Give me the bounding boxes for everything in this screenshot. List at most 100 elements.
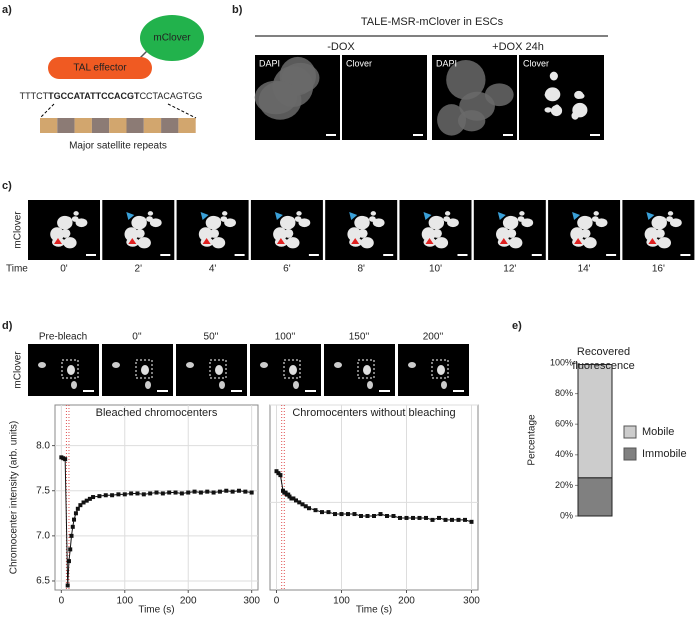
y-tick-label: 0% <box>560 510 573 520</box>
time-tick: 8' <box>357 264 365 275</box>
legend-swatch <box>623 425 637 439</box>
condition-label: -DOX <box>327 41 355 53</box>
blob <box>506 228 517 238</box>
fluorophore-label: mClover <box>153 33 191 44</box>
micrograph <box>176 344 247 396</box>
blob <box>554 104 560 109</box>
data-point <box>346 512 350 517</box>
data-point <box>160 491 165 496</box>
blob <box>544 107 552 113</box>
blob <box>369 216 376 222</box>
roi <box>209 359 227 379</box>
channel-label: Clover <box>346 58 372 68</box>
bar-segment <box>577 364 613 479</box>
arrowhead <box>499 238 508 244</box>
data-point <box>129 491 134 496</box>
blob <box>484 83 514 107</box>
blob <box>75 218 88 228</box>
micrograph <box>519 55 604 140</box>
blob <box>370 211 377 216</box>
micrograph <box>250 344 321 396</box>
y-tick-label: 40% <box>555 449 573 459</box>
blob <box>67 365 75 375</box>
arrowhead <box>128 238 137 244</box>
y-tick-label: 60% <box>555 419 573 429</box>
blob <box>657 216 667 227</box>
channel-label: Clover <box>523 58 549 68</box>
data-point <box>378 512 383 517</box>
y-tick-label: 80% <box>555 388 573 398</box>
time-label: Time <box>6 264 28 275</box>
data-point <box>398 515 402 520</box>
data-point <box>78 503 83 508</box>
time-tick: 2' <box>135 264 143 275</box>
micrograph <box>398 344 469 396</box>
micrograph <box>342 55 427 140</box>
blob <box>258 81 302 120</box>
time-tick: 0' <box>60 264 68 275</box>
data-point <box>307 506 311 511</box>
x-tick-label: 300 <box>243 596 260 607</box>
plot-area <box>54 404 259 591</box>
effector-shape <box>48 57 152 79</box>
blob <box>286 237 300 249</box>
blob <box>73 211 79 216</box>
blob <box>298 218 311 228</box>
panel-label: b) <box>232 4 243 16</box>
blob <box>519 211 525 216</box>
arrowhead <box>646 212 655 220</box>
data-point <box>326 510 331 515</box>
data-point <box>365 514 370 518</box>
blob <box>360 237 374 249</box>
blob <box>334 362 342 368</box>
arrowhead <box>54 238 62 244</box>
blob <box>509 237 523 249</box>
blob <box>508 216 519 227</box>
panel-label: c) <box>2 180 12 192</box>
data-point <box>70 524 75 529</box>
data-point <box>97 494 102 499</box>
blob <box>372 218 385 228</box>
time-tick: 12' <box>503 264 516 275</box>
condition-label: +DOX 24h <box>492 41 544 53</box>
arrowhead <box>274 212 283 220</box>
data-point <box>300 502 305 507</box>
blob <box>61 228 71 238</box>
y-tick-label: 7.5 <box>36 485 50 496</box>
blob <box>141 365 149 375</box>
blob <box>581 228 591 238</box>
data-point <box>192 489 197 494</box>
blob <box>224 218 236 228</box>
arrowhead <box>497 212 506 220</box>
blob <box>437 365 445 375</box>
data-point <box>411 515 415 520</box>
data-point <box>154 490 159 495</box>
channel-label: mClover <box>13 211 24 249</box>
data-point <box>320 510 324 515</box>
data-point <box>69 533 74 538</box>
blob <box>655 228 665 238</box>
chart-title: Recovered fluorescence <box>572 346 635 372</box>
arrowhead <box>648 238 657 244</box>
data-point <box>456 517 461 522</box>
blob <box>219 381 225 389</box>
blob <box>294 216 302 222</box>
data-point <box>217 489 222 494</box>
blob <box>669 218 682 228</box>
panel-label: d) <box>2 320 13 332</box>
data-point <box>66 559 71 564</box>
arrowhead <box>202 238 211 244</box>
roi <box>283 359 301 379</box>
effector-label: TAL effector <box>73 63 127 74</box>
blob <box>135 228 145 238</box>
data-point <box>122 492 127 497</box>
blob <box>147 211 154 216</box>
data-point <box>179 491 184 496</box>
blob <box>186 362 194 368</box>
blob <box>71 381 77 389</box>
time-tick: 100'' <box>275 332 296 343</box>
data-point <box>205 489 210 494</box>
blob <box>71 216 79 222</box>
arrowhead <box>574 238 583 244</box>
